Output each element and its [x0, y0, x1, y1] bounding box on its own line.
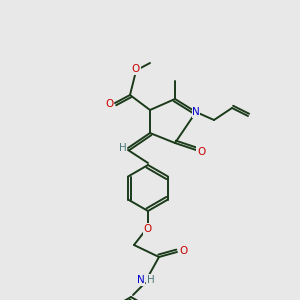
Text: N: N — [137, 275, 145, 285]
Text: N: N — [192, 107, 200, 117]
Text: O: O — [197, 147, 205, 157]
Text: O: O — [105, 99, 113, 109]
Text: O: O — [144, 224, 152, 234]
Text: H: H — [119, 143, 127, 153]
Text: O: O — [180, 246, 188, 256]
Text: O: O — [132, 64, 140, 74]
Text: H: H — [147, 275, 155, 285]
